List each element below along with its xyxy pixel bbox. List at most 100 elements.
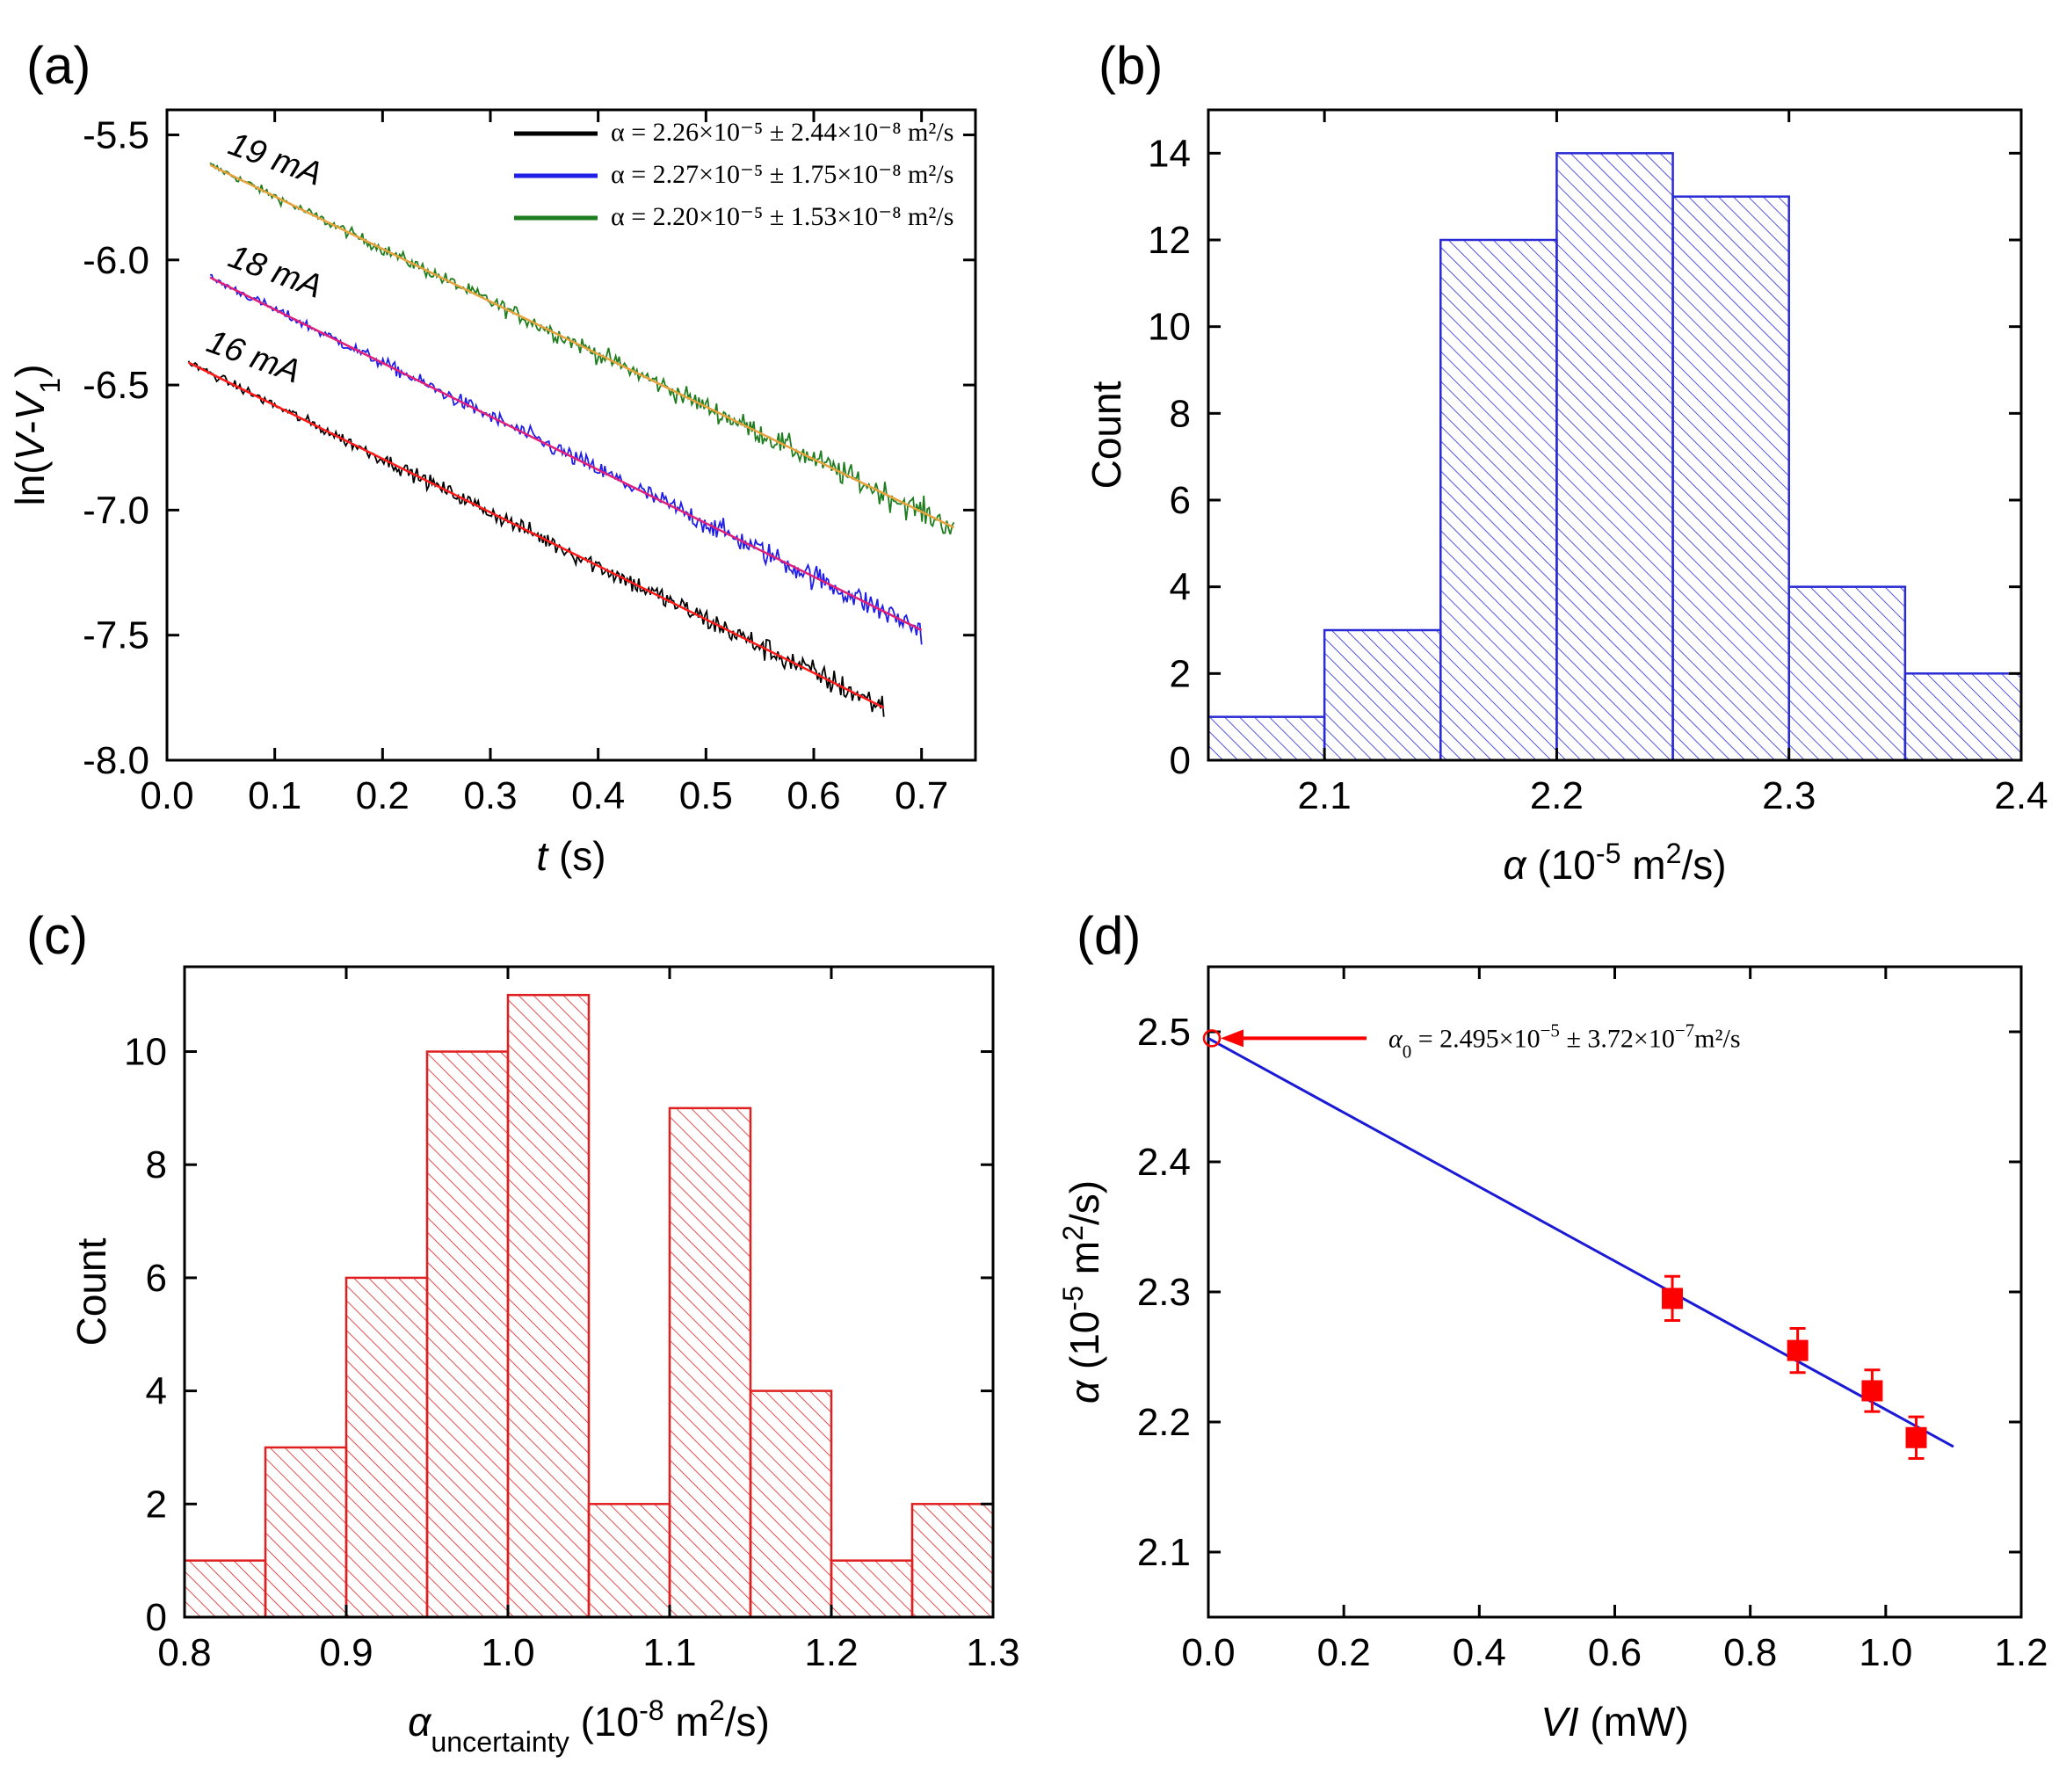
panel-d-x-tick-label: 0.4: [1453, 1631, 1506, 1674]
panel-a-legend-text: α = 2.26×10⁻⁵ ± 2.44×10⁻⁸ m²/s: [611, 118, 953, 147]
panel-a-x-axis-title: t (s): [536, 833, 605, 879]
panel-a-chart: 0.0 0.1 0.2 0.3 0.4 0.5 0.6 0.7 -5.5 -6.0 -6.5 -7.0…: [7, 108, 977, 879]
panel-a-y-tick-label: -6.0: [83, 239, 149, 282]
panel-a-y-tick-label: -5.5: [83, 113, 149, 156]
panel-a-y-tick-label: -6.5: [83, 364, 149, 407]
panel-b-y-tick-label: 8: [1170, 392, 1191, 435]
panel-d-x-axis-title: VI (mW): [1541, 1699, 1689, 1745]
panel-b-histogram-bar: [1323, 628, 1442, 762]
panel-b-histogram-bar: [1787, 585, 1907, 762]
panel-d-data-point: [1787, 1339, 1809, 1361]
panel-b-histogram: 2.1 2.2 2.3 2.4 0 2 4 6 8 10 12 14 α (10-5 m2/s) Coun…: [1084, 108, 2048, 888]
panel-b-histogram-bar: [1439, 238, 1558, 762]
panel-b-y-tick-label: 6: [1170, 479, 1191, 522]
panel-c-histogram-bar: [830, 1559, 914, 1619]
panel-d-x-tick-label: 0.0: [1181, 1631, 1235, 1674]
panel-b-histogram-bar: [1207, 715, 1326, 762]
panel-c-x-tick-label: 0.8: [157, 1631, 211, 1674]
panel-c-y-tick-label: 2: [146, 1483, 167, 1526]
panel-d-fit-line: [1207, 1037, 1954, 1448]
panel-a-x-tick-label: 0.1: [248, 774, 301, 817]
panel-a-x-tick-label: 0.4: [571, 774, 625, 817]
panel-c-plot-frame: [183, 965, 995, 1619]
panel-c-x-tick-label: 1.2: [804, 1631, 858, 1674]
panel-a-plot-frame: [165, 108, 977, 762]
panel-b-y-tick-label: 12: [1148, 219, 1191, 262]
panel-c-x-tick-label: 1.1: [642, 1631, 696, 1674]
panel-b-histogram-bar: [1555, 152, 1674, 762]
panel-a-data-series: [209, 162, 955, 535]
panel-a-x-tick-label: 0.2: [356, 774, 410, 817]
panel-d-annotation-text: α0 = 2.495×10−5 ± 3.72×10−7m²/s: [1388, 1019, 1741, 1062]
panel-b-histogram-bar: [1903, 672, 2023, 762]
panel-b-y-tick-label: 4: [1170, 566, 1191, 609]
panel-b-y-tick-label: 10: [1148, 306, 1191, 349]
panel-b-y-tick-label: 2: [1170, 652, 1191, 695]
panel-d-data-point: [1861, 1380, 1883, 1402]
panel-c-histogram-bar: [587, 1503, 671, 1619]
panel-d-intercept-marker: [1202, 1029, 1222, 1048]
panel-d-y-tick-label: 2.4: [1137, 1141, 1191, 1184]
panel-d-x-tick-label: 1.2: [1994, 1631, 2048, 1674]
panel-c-histogram-bar: [183, 1559, 267, 1619]
panel-b-histogram-bar: [1671, 195, 1790, 762]
panel-b-plot-frame: [1207, 108, 2023, 762]
panel-b-x-tick-label: 2.1: [1298, 774, 1352, 817]
panel-d-x-tick-label: 0.6: [1588, 1631, 1642, 1674]
panel-a-curve-label: 19 mA: [223, 126, 327, 193]
panel-c-y-axis-title: Count: [69, 1237, 114, 1346]
panel-b-y-axis-title: Count: [1084, 381, 1129, 489]
panel-a-data-series: [210, 273, 923, 645]
panel-c-histogram-bar: [749, 1389, 833, 1619]
panel-d-y-tick-label: 2.1: [1137, 1531, 1191, 1574]
panel-c-y-tick-label: 6: [146, 1257, 167, 1300]
panel-d-y-axis-title: α (10-5 m2/s): [1057, 1180, 1107, 1404]
panel-b-y-tick-label: 14: [1148, 132, 1191, 175]
panel-c-histogram: 0.8 0.9 1.0 1.1 1.2 1.3 0 2 4 6 8 10 αuncertainty (1…: [69, 965, 1020, 1758]
panel-c-y-tick-label: 4: [146, 1370, 167, 1413]
panel-c-x-tick-label: 1.3: [966, 1631, 1019, 1674]
panel-a-x-tick-label: 0.7: [895, 774, 948, 817]
panel-c-histogram-bar: [425, 1050, 510, 1619]
panel-b-x-tick-label: 2.4: [1994, 774, 2048, 817]
panel-c-histogram-bar: [506, 993, 591, 1619]
panel-a-legend-text: α = 2.20×10⁻⁵ ± 1.53×10⁻⁸ m²/s: [611, 202, 953, 231]
panel-c-histogram-bar: [910, 1503, 995, 1619]
panel-a-x-tick-label: 0.3: [463, 774, 517, 817]
panel-c-y-tick-label: 10: [124, 1031, 167, 1074]
panel-b-x-tick-label: 2.2: [1530, 774, 1584, 817]
panel-label-a: (a): [26, 36, 91, 95]
panel-a-fit-line: [209, 276, 923, 632]
panel-c-y-tick-label: 8: [146, 1143, 167, 1186]
panel-a-y-axis-title: ln(V-V1): [7, 364, 66, 505]
panel-d-x-tick-label: 0.2: [1317, 1631, 1371, 1674]
panel-c-histogram-bar: [344, 1276, 429, 1619]
panel-d-data-point: [1905, 1426, 1927, 1448]
panel-c-y-tick-label: 0: [146, 1596, 167, 1639]
panel-c-x-tick-label: 0.9: [319, 1631, 373, 1674]
panel-d-y-tick-label: 2.2: [1137, 1401, 1191, 1444]
panel-c-x-axis-title: αuncertainty (10-8 m2/s): [408, 1694, 770, 1758]
panel-a-legend-text: α = 2.27×10⁻⁵ ± 1.75×10⁻⁸ m²/s: [611, 160, 953, 189]
panel-label-c: (c): [26, 906, 88, 965]
panel-a-x-tick-label: 0.0: [140, 774, 193, 817]
panel-d-arrow-head: [1221, 1029, 1243, 1048]
panel-label-d: (d): [1077, 906, 1141, 965]
panel-a-y-tick-label: -7.5: [83, 614, 149, 657]
panel-d-plot-frame: [1207, 965, 2023, 1619]
panel-a-fit-line: [187, 361, 885, 709]
panel-a-y-tick-label: -7.0: [83, 489, 149, 532]
panel-a-x-tick-label: 0.5: [679, 774, 733, 817]
panel-c-histogram-bar: [668, 1106, 752, 1619]
panel-a-curve-label: 18 mA: [223, 238, 327, 306]
panel-b-x-tick-label: 2.3: [1762, 774, 1816, 817]
panel-label-b: (b): [1098, 36, 1163, 95]
panel-d-y-tick-label: 2.5: [1137, 1011, 1191, 1054]
panel-c-histogram-bar: [264, 1446, 348, 1619]
panel-b-x-axis-title: α (10-5 m2/s): [1503, 838, 1726, 888]
panel-d-y-tick-label: 2.3: [1137, 1271, 1191, 1314]
panel-b-y-tick-label: 0: [1170, 739, 1191, 782]
panel-a-fit-line: [209, 163, 955, 529]
panel-d-x-tick-label: 0.8: [1723, 1631, 1777, 1674]
